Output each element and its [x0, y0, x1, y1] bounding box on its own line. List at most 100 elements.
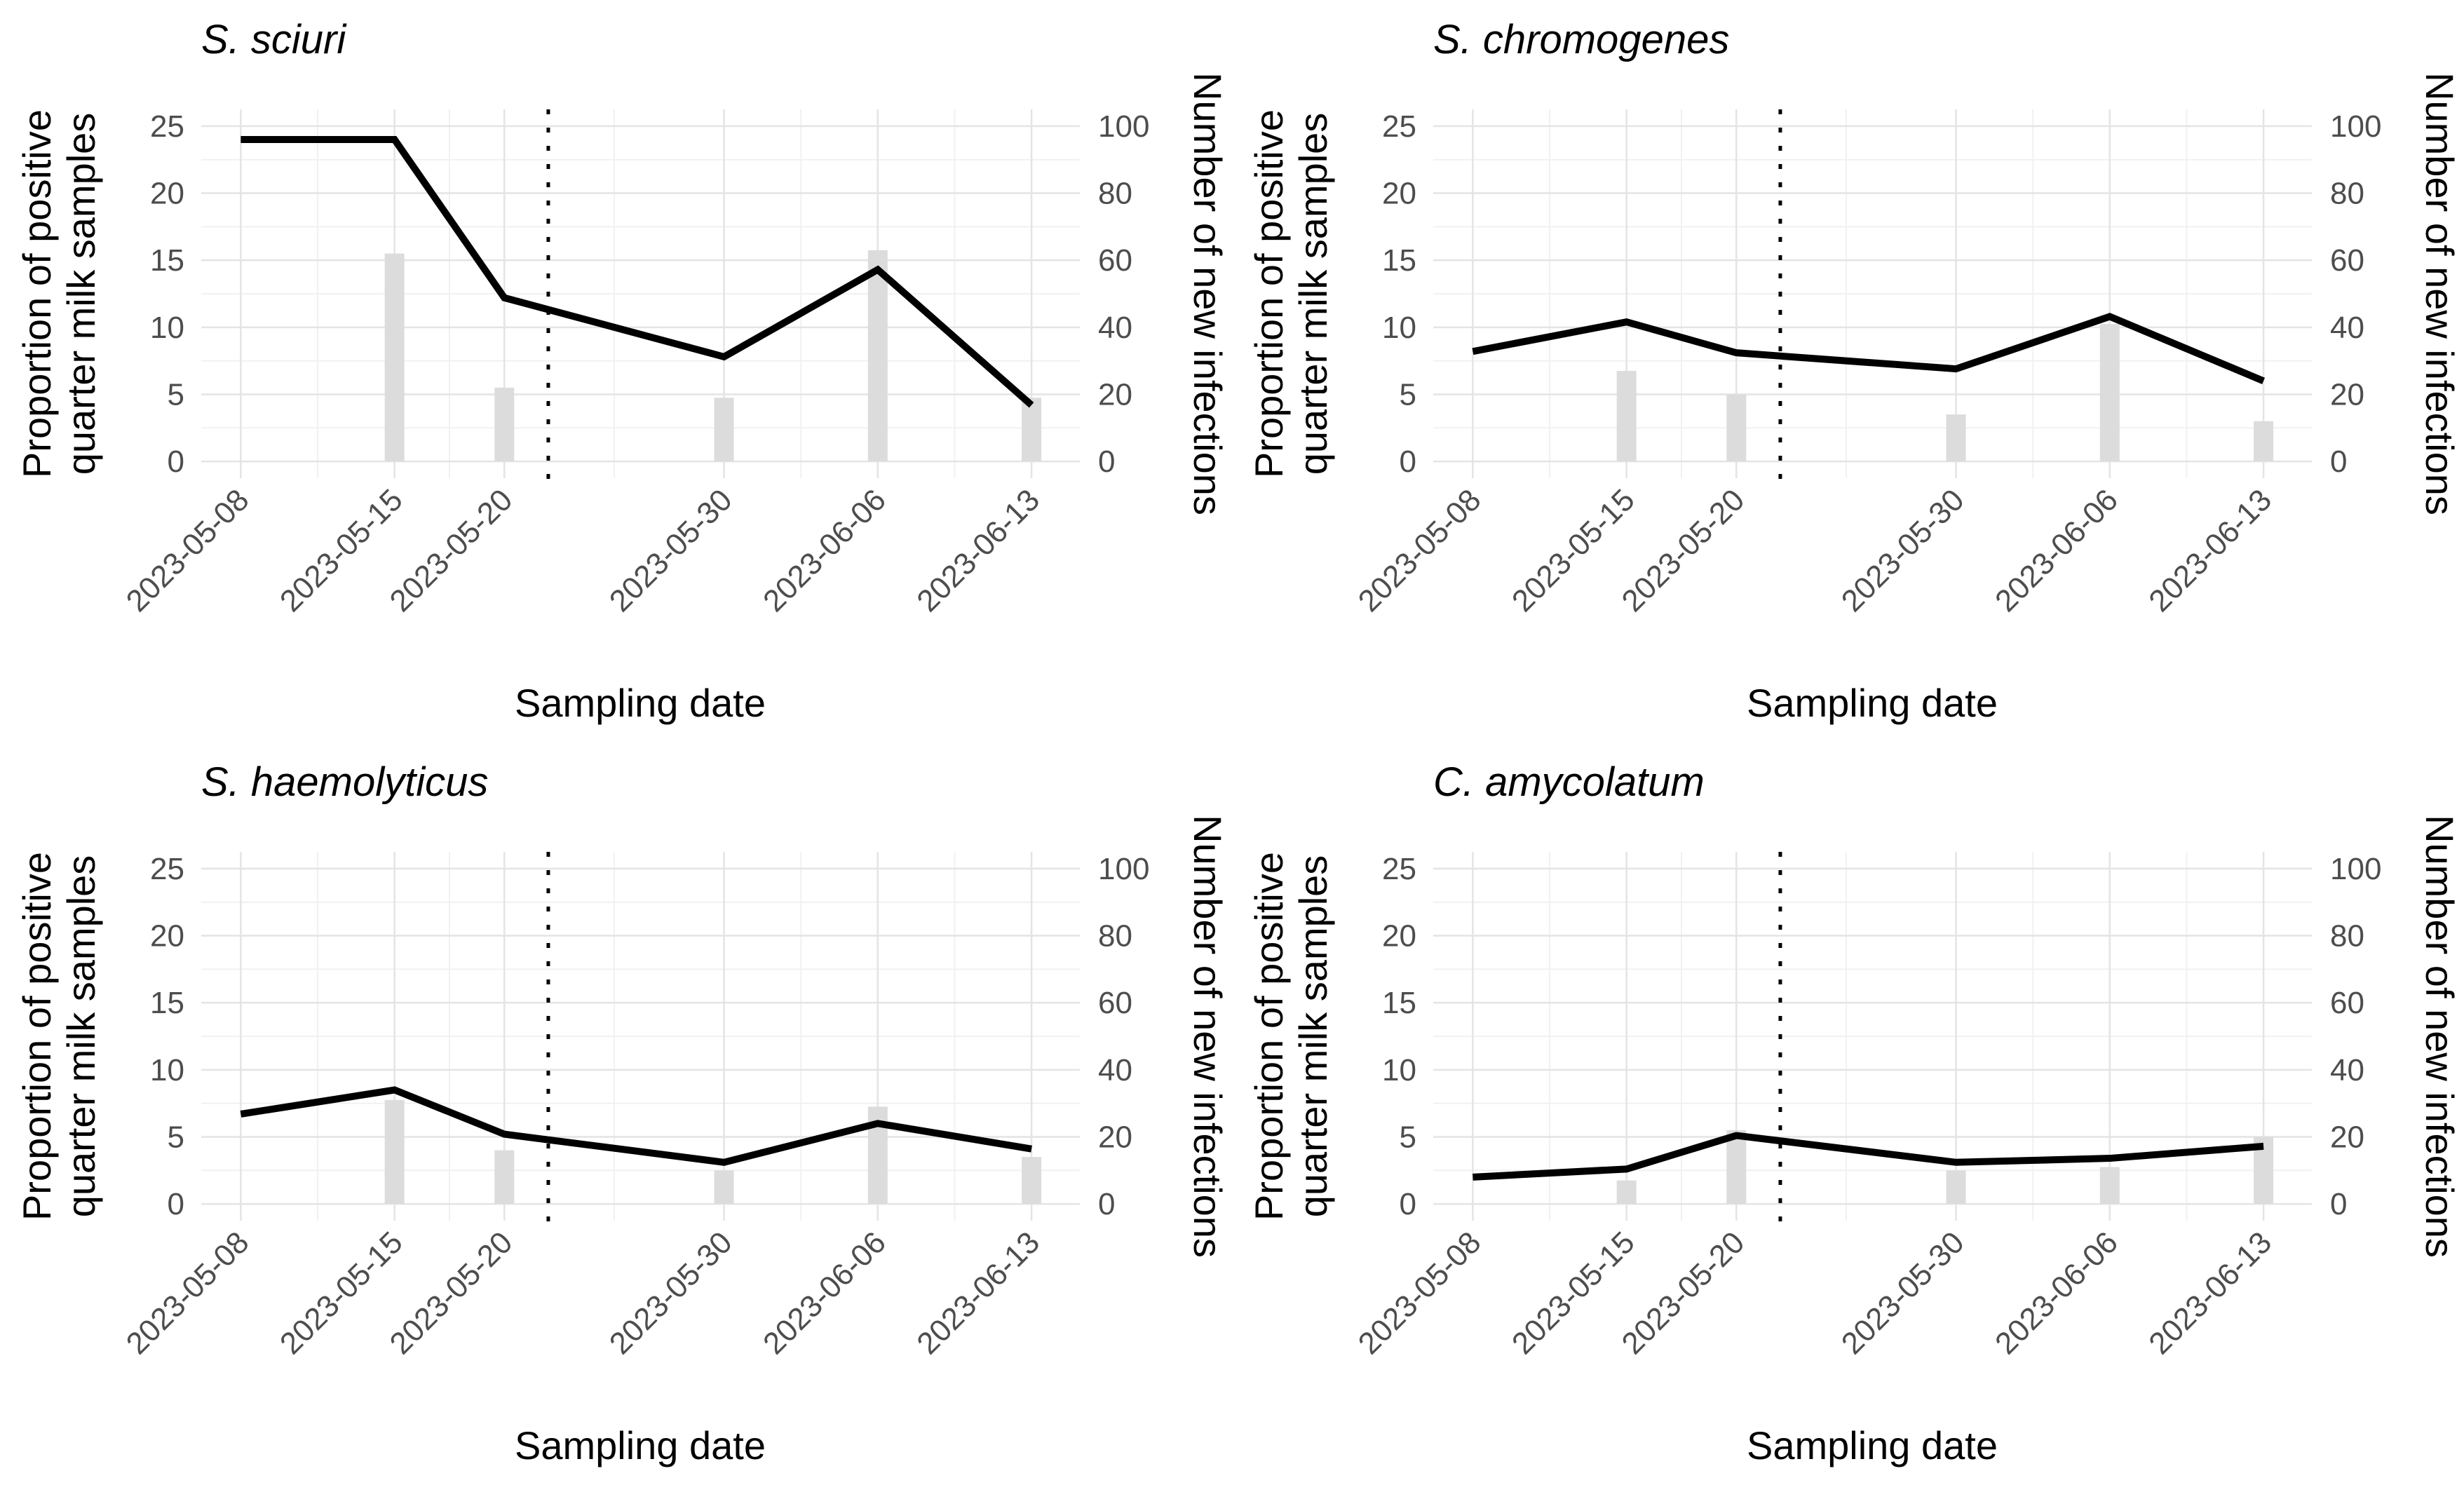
x-axis-tick-label: 2023-06-13	[2142, 482, 2278, 618]
right-axis-tick-label: 40	[2330, 1052, 2364, 1087]
x-axis-title: Sampling date	[1746, 1423, 1998, 1467]
left-axis-tick-label: 0	[1400, 445, 1416, 479]
left-axis-title-line1: Proportion of positive	[15, 109, 59, 479]
right-axis-title: Number of new infections	[2418, 72, 2462, 515]
bar-new-infections	[1022, 1156, 1042, 1204]
x-axis-tick-label: 2023-05-30	[603, 1225, 739, 1361]
gridlines-minor	[1433, 109, 2312, 478]
right-axis-tick-label: 100	[1098, 851, 1149, 886]
new-infections-bars	[384, 1099, 1042, 1204]
left-axis-tick-label: 5	[1400, 377, 1416, 412]
x-axis-tick-label: 2023-05-08	[1352, 1225, 1488, 1361]
x-axis-tick-label: 2023-05-30	[1835, 482, 1971, 618]
left-axis-tick-label: 20	[1382, 177, 1416, 211]
chart-panel-c-amycolatum: 0 5 10 15 20 25 0 20 40 60 80 100 2023-05-08 2023-05-…	[1232, 742, 2464, 1485]
left-axis-title: Proportion of positive quarter milk samp…	[15, 851, 103, 1220]
x-axis-tick-label: 2023-06-06	[757, 482, 893, 618]
left-axis-title: Proportion of positive quarter milk samp…	[1247, 109, 1335, 478]
new-infections-bars	[1616, 324, 2274, 462]
axis-tick-labels: 0 5 10 15 20 25 0 20 40 60 80 100 2023-05-08 2023-05-…	[1352, 851, 2382, 1360]
right-axis-tick-label: 60	[2330, 986, 2364, 1020]
x-axis-tick-label: 2023-06-13	[2142, 1225, 2278, 1361]
bar-new-infections	[1946, 1169, 1966, 1204]
left-axis-title-line1: Proportion of positive	[1247, 109, 1291, 479]
chart-title: S. sciuri	[201, 17, 346, 62]
x-axis-tick-label: 2023-06-06	[1989, 1225, 2125, 1361]
left-axis-title-line2: quarter milk samples	[1291, 112, 1335, 475]
proportion-line	[240, 1085, 1032, 1166]
bar-new-infections	[1022, 398, 1042, 462]
left-axis-tick-label: 10	[1382, 1052, 1416, 1087]
right-axis-tick-label: 0	[1098, 1187, 1115, 1221]
left-axis-tick-label: 25	[150, 851, 184, 886]
chart-title: S. chromogenes	[1433, 17, 1730, 62]
x-axis-tick-label: 2023-06-13	[910, 1225, 1046, 1361]
plot-area-s-chromogenes: 0 5 10 15 20 25 0 20 40 60 80 100 2023-05-08 2023-05-…	[1352, 109, 2382, 618]
right-axis-tick-label: 0	[2330, 445, 2347, 479]
left-axis-tick-label: 0	[168, 1187, 184, 1221]
gridlines-minor	[201, 109, 1080, 478]
chart-title: S. haemolyticus	[201, 759, 489, 805]
left-axis-title: Proportion of positive quarter milk samp…	[1247, 851, 1335, 1220]
right-axis-title: Number of new infections	[1186, 72, 1230, 515]
bar-new-infections	[1946, 414, 1966, 462]
bar-new-infections	[2099, 324, 2120, 462]
right-axis-tick-label: 80	[1098, 918, 1132, 953]
right-axis-tick-label: 80	[2330, 177, 2364, 211]
left-axis-tick-label: 15	[150, 243, 184, 278]
x-axis-title: Sampling date	[514, 1423, 766, 1467]
bar-new-infections	[494, 387, 515, 462]
plot-area-s-haemolyticus: 0 5 10 15 20 25 0 20 40 60 80 100 2023-05-08 2023-05-…	[120, 851, 1150, 1361]
left-axis-tick-label: 10	[150, 311, 184, 345]
right-axis-tick-label: 20	[1098, 377, 1132, 412]
left-axis-title-line1: Proportion of positive	[1247, 851, 1291, 1221]
proportion-line	[1472, 313, 2266, 384]
chart-title: C. amycolatum	[1433, 759, 1705, 805]
left-axis-tick-label: 10	[1382, 311, 1416, 345]
right-axis-tick-label: 0	[1098, 445, 1115, 479]
right-axis-tick-label: 20	[2330, 377, 2364, 412]
left-axis-tick-label: 25	[1382, 851, 1416, 886]
proportion-line	[1473, 1131, 2264, 1181]
gridlines-minor	[201, 851, 1080, 1221]
x-axis-tick-label: 2023-06-13	[910, 482, 1046, 618]
right-axis-tick-label: 20	[1098, 1120, 1132, 1154]
x-axis-tick-label: 2023-05-08	[120, 1225, 256, 1361]
bar-new-infections	[1616, 370, 1637, 462]
x-axis-tick-label: 2023-05-08	[120, 482, 256, 618]
right-axis-title: Number of new infections	[1186, 814, 1230, 1258]
left-axis-title-line2: quarter milk samples	[1291, 855, 1335, 1217]
gridlines-minor	[1433, 851, 2312, 1221]
right-axis-tick-label: 40	[1098, 1052, 1132, 1087]
left-axis-tick-label: 5	[168, 1120, 184, 1154]
left-axis-tick-label: 0	[168, 445, 184, 479]
left-axis-tick-label: 5	[168, 377, 184, 412]
left-axis-title-line1: Proportion of positive	[15, 851, 59, 1221]
plot-area-c-amycolatum: 0 5 10 15 20 25 0 20 40 60 80 100 2023-05-08 2023-05-…	[1352, 851, 2382, 1360]
right-axis-tick-label: 60	[1098, 986, 1132, 1020]
bar-new-infections	[867, 250, 888, 462]
left-axis-tick-label: 20	[150, 918, 184, 953]
x-axis-tick-label: 2023-05-08	[1352, 482, 1488, 618]
left-axis-tick-label: 5	[1400, 1120, 1416, 1154]
left-axis-title: Proportion of positive quarter milk samp…	[15, 109, 103, 478]
new-infections-bars	[384, 250, 1042, 462]
bar-new-infections	[384, 253, 405, 462]
bar-new-infections	[2099, 1166, 2120, 1204]
left-axis-tick-label: 20	[1382, 918, 1416, 953]
x-axis-title: Sampling date	[1746, 681, 1998, 725]
x-axis-tick-label: 2023-05-30	[603, 482, 739, 618]
bar-new-infections	[1726, 1130, 1747, 1204]
right-axis-tick-label: 40	[1098, 311, 1132, 345]
bar-new-infections	[1726, 394, 1747, 462]
left-axis-title-line2: quarter milk samples	[59, 855, 103, 1217]
right-axis-tick-label: 20	[2330, 1120, 2364, 1154]
chart-panel-s-chromogenes: 0 5 10 15 20 25 0 20 40 60 80 100 2023-05-08 2023-05-…	[1232, 0, 2464, 742]
x-axis-tick-label: 2023-06-06	[1989, 482, 2125, 618]
left-axis-tick-label: 20	[150, 177, 184, 211]
right-axis-tick-label: 100	[2330, 109, 2381, 144]
proportion-line	[241, 136, 1034, 408]
left-axis-tick-label: 15	[1382, 243, 1416, 278]
